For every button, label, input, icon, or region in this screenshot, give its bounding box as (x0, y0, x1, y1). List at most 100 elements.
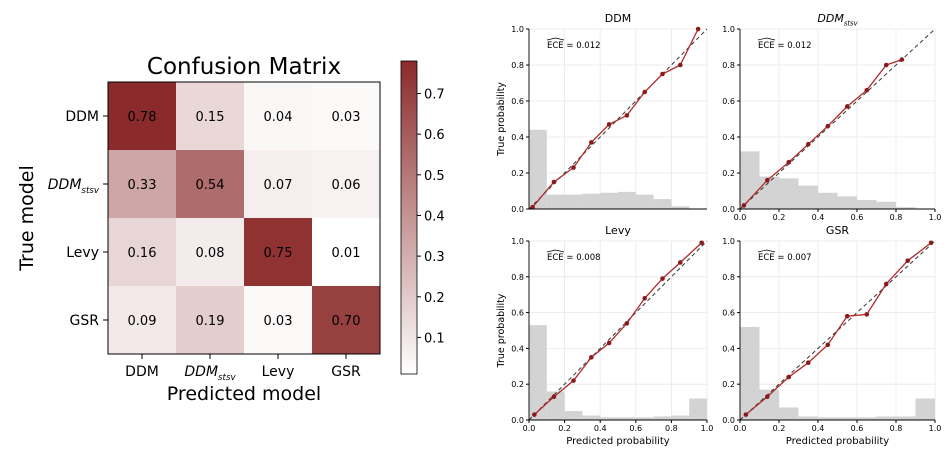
y-tick-label: 0.2 (722, 380, 735, 389)
x-axis-label: Predicted model (167, 383, 321, 405)
calibration-point (899, 57, 905, 62)
confusion-matrix: Confusion Matrix 0.78 0.15 0.04 0.03 0.33 0.54… (16, 54, 445, 405)
histogram-bar (759, 389, 779, 420)
y-tick-label: Levy (66, 245, 99, 261)
x-tick-label: 1.0 (929, 213, 942, 222)
matrix-cell (312, 150, 380, 218)
y-tick-label: 0.4 (722, 344, 735, 353)
calibration-point (883, 62, 889, 68)
calibration-point (741, 203, 747, 208)
ece-annotation: ECE = 0.012 (547, 41, 601, 51)
panel-title-base: DDM (605, 12, 631, 25)
calibration-point (805, 141, 811, 147)
histogram-bar (689, 398, 707, 420)
calibration-point (864, 87, 870, 93)
histogram-bar (600, 192, 618, 209)
ece-hat (546, 37, 565, 41)
diagonal-line (528, 240, 708, 421)
matrix-cell-label: 0.04 (264, 110, 293, 125)
matrix-cell-label: 0.75 (264, 246, 293, 261)
calibration-point (883, 281, 889, 287)
matrix-cell-label: 0.78 (128, 110, 157, 125)
histogram-bar (837, 417, 857, 420)
y-tick-label: 1.0 (511, 237, 524, 246)
calibration-point (624, 113, 630, 118)
matrix-cell-label: 0.01 (332, 246, 361, 261)
y-tick-label: 0.4 (511, 133, 524, 142)
y-tick-label: 0.6 (511, 97, 524, 106)
y-tick-label-sub: stsv (81, 186, 99, 196)
calibration-point (642, 89, 647, 95)
ece-annotation: ECE = 0.008 (547, 253, 601, 263)
calibration-panel: 0.0 0.2 0.4 0.6 0.8 1.0 ECE = 0.012 True probab… (496, 25, 708, 214)
calibration-point (825, 342, 831, 348)
y-tick-label: 0.8 (722, 273, 735, 282)
matrix-cell (176, 218, 244, 286)
x-tick-label: 0.0 (734, 213, 747, 222)
colorbar-tick-label: 0.7 (424, 88, 445, 103)
calibration-line (533, 242, 703, 416)
calibration-point (699, 240, 704, 246)
y-tick-label: 0.6 (722, 309, 735, 318)
colorbar-tick-label: 0.6 (424, 128, 445, 143)
histogram-bar (653, 416, 672, 420)
histogram-bar (857, 417, 877, 420)
x-tick-label: Levy (262, 364, 295, 380)
matrix-cell-label: 0.19 (196, 314, 225, 329)
calibration-point (864, 312, 870, 317)
panel-title: GSR (826, 224, 850, 237)
x-tick-label-base: GSR (331, 364, 361, 380)
colorbar-tick-label: 0.1 (424, 331, 445, 346)
histogram-bar (635, 194, 654, 209)
matrix-cell (176, 286, 244, 354)
histogram-bar (529, 325, 547, 420)
matrix-cell-label: 0.03 (264, 314, 293, 329)
calibration-point (642, 295, 647, 301)
y-tick-label: 0.2 (511, 380, 524, 389)
y-tick-label: 0.0 (722, 205, 735, 214)
calibration-point (844, 313, 850, 319)
calibration-panel: 0.0 0.2 0.4 0.6 0.8 1.0 0.0 0.2 0.4 0.6 0.8 1.0 ECE … (722, 25, 941, 222)
histogram-bar (818, 192, 838, 209)
panel-title-sub: stsv (844, 19, 859, 27)
histogram-bar (896, 207, 916, 209)
matrix-cell-label: 0.70 (332, 314, 361, 329)
ece-hat (757, 37, 776, 41)
x-tick-label: 0.6 (851, 424, 864, 433)
y-tick-label: 1.0 (511, 25, 524, 34)
calibration-point (786, 374, 792, 380)
calibration-point (905, 258, 910, 263)
panel-title-base: Levy (605, 224, 631, 237)
y-tick-label: 0.6 (511, 309, 524, 318)
matrix-cell-label: 0.15 (196, 110, 225, 125)
calibration-point (606, 340, 612, 346)
x-tick-label: 0.6 (851, 213, 864, 222)
colorbar-tick-label: 0.5 (424, 169, 445, 184)
x-tick-label: 0.0 (523, 424, 536, 433)
diagonal-line (739, 28, 936, 210)
calibration-point (571, 378, 576, 383)
matrix-cell-label: 0.54 (196, 178, 225, 193)
calibration-point (928, 240, 934, 246)
matrix-cell-label: 0.16 (128, 246, 157, 261)
calibration-line (532, 28, 699, 208)
calibration-panel: 0.0 0.2 0.4 0.6 0.8 1.0 0.0 0.2 0.4 0.6 0.8 1.0 ECE … (722, 237, 941, 447)
x-tick-label: GSR (331, 364, 361, 380)
calibration-point (532, 412, 537, 417)
x-tick-label: 0.2 (773, 213, 786, 222)
calibration-point (530, 204, 535, 210)
x-tick-label: 0.8 (665, 424, 678, 433)
matrix-cell (312, 82, 380, 150)
matrix-cell (312, 286, 380, 354)
matrix-cell (244, 286, 312, 354)
y-tick-label-base: GSR (70, 313, 100, 329)
y-tick-label: 0.4 (511, 344, 524, 353)
calibration-point (743, 412, 749, 417)
y-tick-label: 0.6 (722, 97, 735, 106)
matrix-cell-label: 0.06 (332, 178, 361, 193)
matrix-cell (244, 150, 312, 218)
colorbar-tick-label: 0.2 (424, 291, 445, 306)
matrix-frame (107, 81, 381, 355)
y-tick-label: 0.4 (722, 133, 735, 142)
histogram-bar (837, 196, 857, 209)
